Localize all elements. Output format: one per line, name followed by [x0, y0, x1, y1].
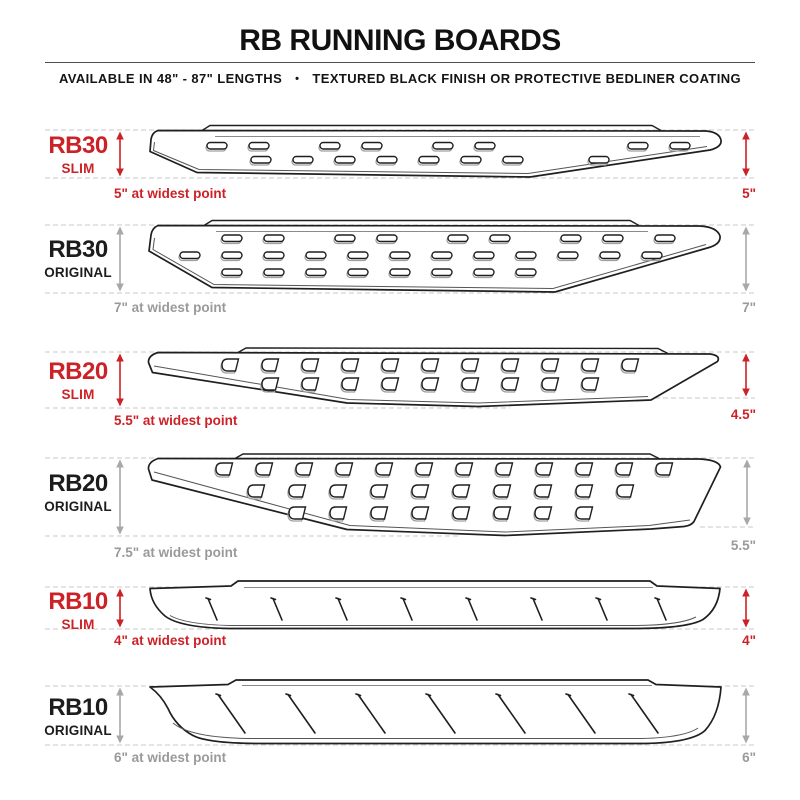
- tread-slots: [220, 358, 640, 393]
- left-dimension-label: 7.5" at widest point: [114, 545, 238, 560]
- model-name: RB20: [48, 358, 108, 385]
- board-outline: [149, 580, 721, 630]
- board-outline: [149, 679, 722, 745]
- model-label-rb30-slim: RB30 SLIM: [18, 134, 138, 176]
- board-graphic-rb20-original: [45, 453, 755, 537]
- tread-slots: [178, 234, 676, 279]
- subtitle-lengths: AVAILABLE IN 48" - 87" LENGTHS: [58, 71, 283, 86]
- model-variant: SLIM: [61, 161, 95, 176]
- left-dimension-label: 7" at widest point: [114, 300, 227, 315]
- board-graphic-rb30-slim: [45, 124, 755, 179]
- model-name: RB20: [48, 470, 108, 497]
- left-dimension-label: 6" at widest point: [114, 750, 227, 765]
- right-dimension-label: 5": [742, 186, 756, 201]
- model-variant: ORIGINAL: [44, 723, 112, 738]
- right-dimension-label: 4": [742, 633, 756, 648]
- model-name: RB10: [48, 694, 108, 721]
- model-label-rb30-original: RB30 ORIGINAL: [18, 238, 138, 280]
- model-name: RB10: [48, 588, 108, 615]
- left-dimension-label: 4" at widest point: [114, 633, 227, 648]
- right-dimension-label: 4.5": [730, 407, 756, 422]
- subtitle-separator-dot: •: [295, 73, 300, 85]
- model-label-rb10-slim: RB10 SLIM: [18, 590, 138, 632]
- model-label-rb10-original: RB10 ORIGINAL: [18, 696, 138, 738]
- board-graphic-rb20-slim: [45, 347, 755, 409]
- page-title: RB RUNNING BOARDS: [239, 24, 561, 57]
- title-divider: [45, 62, 755, 63]
- model-variant: ORIGINAL: [44, 499, 112, 514]
- model-variant: ORIGINAL: [44, 265, 112, 280]
- left-dimension-label: 5.5" at widest point: [114, 413, 238, 428]
- tread-slots: [205, 597, 667, 621]
- right-dimension-label: 5.5": [730, 538, 756, 553]
- subtitle: AVAILABLE IN 48" - 87" LENGTHS • TEXTURED …: [0, 71, 800, 86]
- model-label-rb20-original: RB20 ORIGINAL: [18, 472, 138, 514]
- board-graphic-rb10-original: [45, 679, 755, 746]
- tread-slots: [214, 462, 674, 522]
- board-outline: [149, 129, 722, 178]
- subtitle-finish: TEXTURED BLACK FINISH OR PROTECTIVE BEDL…: [312, 71, 742, 86]
- board-graphic-rb30-original: [45, 219, 755, 294]
- dimension-guides: [45, 351, 755, 409]
- right-dimension-label: 6": [742, 750, 756, 765]
- tread-slots: [205, 141, 691, 166]
- model-label-rb20-slim: RB20 SLIM: [18, 360, 138, 402]
- model-name: RB30: [48, 132, 108, 159]
- model-name: RB30: [48, 236, 108, 263]
- board-graphic-rb10-slim: [45, 580, 755, 630]
- model-variant: SLIM: [61, 617, 95, 632]
- tread-slots: [215, 693, 659, 734]
- board-outline: [147, 457, 722, 537]
- left-dimension-label: 5" at widest point: [114, 186, 227, 201]
- right-dimension-label: 7": [742, 300, 756, 315]
- model-variant: SLIM: [61, 387, 95, 402]
